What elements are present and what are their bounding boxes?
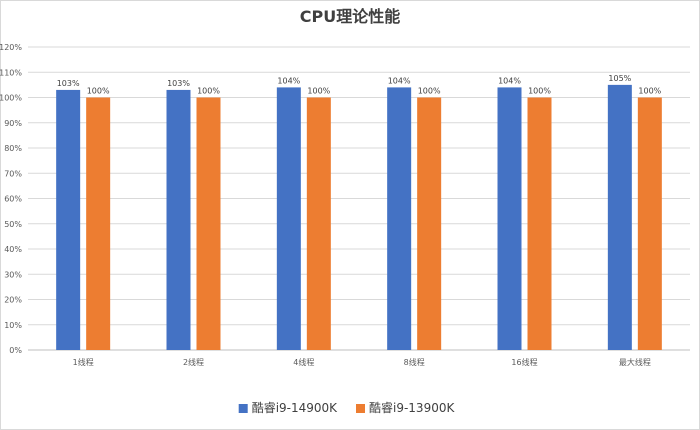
y-tick-label: 20% (4, 296, 22, 305)
data-label: 103% (57, 79, 80, 88)
data-label: 100% (418, 87, 441, 96)
y-tick-label: 60% (4, 195, 22, 204)
y-tick-label: 10% (4, 321, 22, 330)
data-label: 100% (528, 87, 551, 96)
x-tick-label: 8线程 (404, 357, 425, 367)
bar-i9-13900k (527, 97, 552, 350)
bar-i9-14900k (497, 87, 522, 351)
data-label: 100% (307, 87, 330, 96)
data-label: 105% (608, 74, 631, 83)
data-label: 104% (388, 76, 411, 85)
x-tick-label: 2线程 (183, 357, 204, 367)
x-tick-label: 最大线程 (619, 357, 651, 367)
legend-label: 酷睿i9-13900K (369, 400, 455, 415)
x-tick-label: 4线程 (293, 357, 314, 367)
bar-i9-13900k (196, 97, 221, 350)
y-tick-label: 0% (9, 346, 22, 355)
data-label: 103% (167, 79, 190, 88)
data-label: 104% (498, 76, 521, 85)
data-label: 104% (277, 76, 300, 85)
bar-i9-14900k (387, 87, 412, 351)
bar-i9-13900k (86, 97, 111, 350)
bar-i9-14900k (276, 87, 301, 351)
bar-i9-13900k (637, 97, 662, 350)
y-tick-label: 30% (4, 270, 22, 279)
bar-i9-14900k (607, 84, 632, 350)
bar-i9-13900k (306, 97, 331, 350)
y-tick-label: 100% (0, 94, 22, 103)
y-tick-label: 110% (0, 68, 22, 77)
y-tick-label: 80% (4, 144, 22, 153)
y-tick-label: 120% (0, 43, 22, 52)
bar-i9-14900k (56, 89, 81, 351)
y-tick-label: 40% (4, 245, 22, 254)
x-tick-label: 1线程 (73, 357, 94, 367)
data-label: 100% (638, 87, 661, 96)
legend-swatch (238, 404, 248, 413)
y-tick-label: 50% (4, 220, 22, 229)
legend-swatch (356, 404, 365, 413)
x-tick-label: 16线程 (511, 357, 537, 367)
y-tick-label: 70% (4, 169, 22, 178)
legend-label: 酷睿i9-14900K (252, 400, 338, 415)
data-label: 100% (197, 87, 220, 96)
bar-i9-14900k (166, 89, 191, 351)
chart-title: CPU理论性能 (300, 7, 400, 26)
bar-i9-13900k (417, 97, 442, 350)
data-label: 100% (87, 87, 110, 96)
y-tick-label: 90% (4, 119, 22, 128)
